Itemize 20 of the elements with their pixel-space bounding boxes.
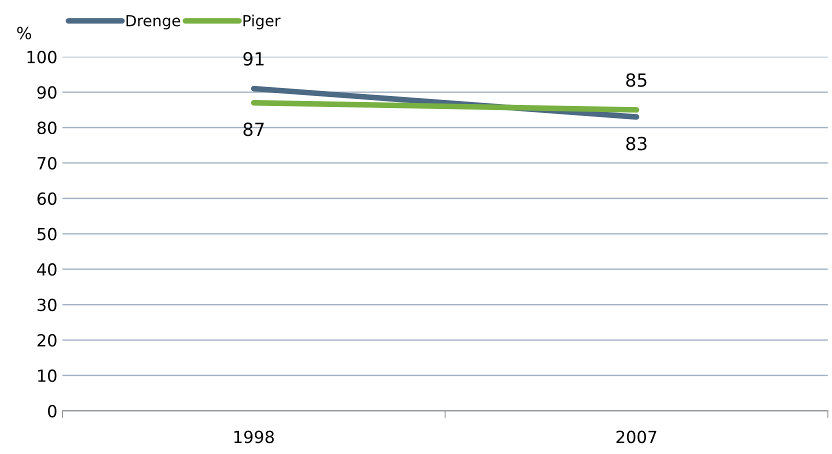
y-tick-label: 100 bbox=[28, 50, 56, 64]
y-tick-label: 10 bbox=[38, 369, 56, 382]
y-tick-label: 70 bbox=[38, 156, 56, 170]
y-tick-label: 0 bbox=[48, 404, 56, 418]
legend-label: Piger bbox=[244, 14, 281, 30]
data-label: 85 bbox=[626, 73, 646, 87]
data-label: 83 bbox=[626, 136, 647, 150]
data-label: 87 bbox=[243, 122, 264, 136]
x-tick-label: 1998 bbox=[234, 430, 274, 444]
y-tick-label: 90 bbox=[37, 86, 56, 99]
y-tick-label: 50 bbox=[38, 228, 56, 240]
y-tick-label: 30 bbox=[38, 298, 56, 312]
y-tick-label: 20 bbox=[38, 334, 56, 347]
y-tick-label: 40 bbox=[37, 263, 56, 276]
y-tick-label: 60 bbox=[37, 192, 56, 205]
legend-label: Drenge bbox=[126, 15, 180, 30]
y-tick-label: 80 bbox=[37, 122, 56, 134]
data-label: 91 bbox=[243, 52, 264, 66]
y-axis-title: % bbox=[17, 26, 32, 40]
x-tick-label: 2007 bbox=[616, 430, 656, 444]
